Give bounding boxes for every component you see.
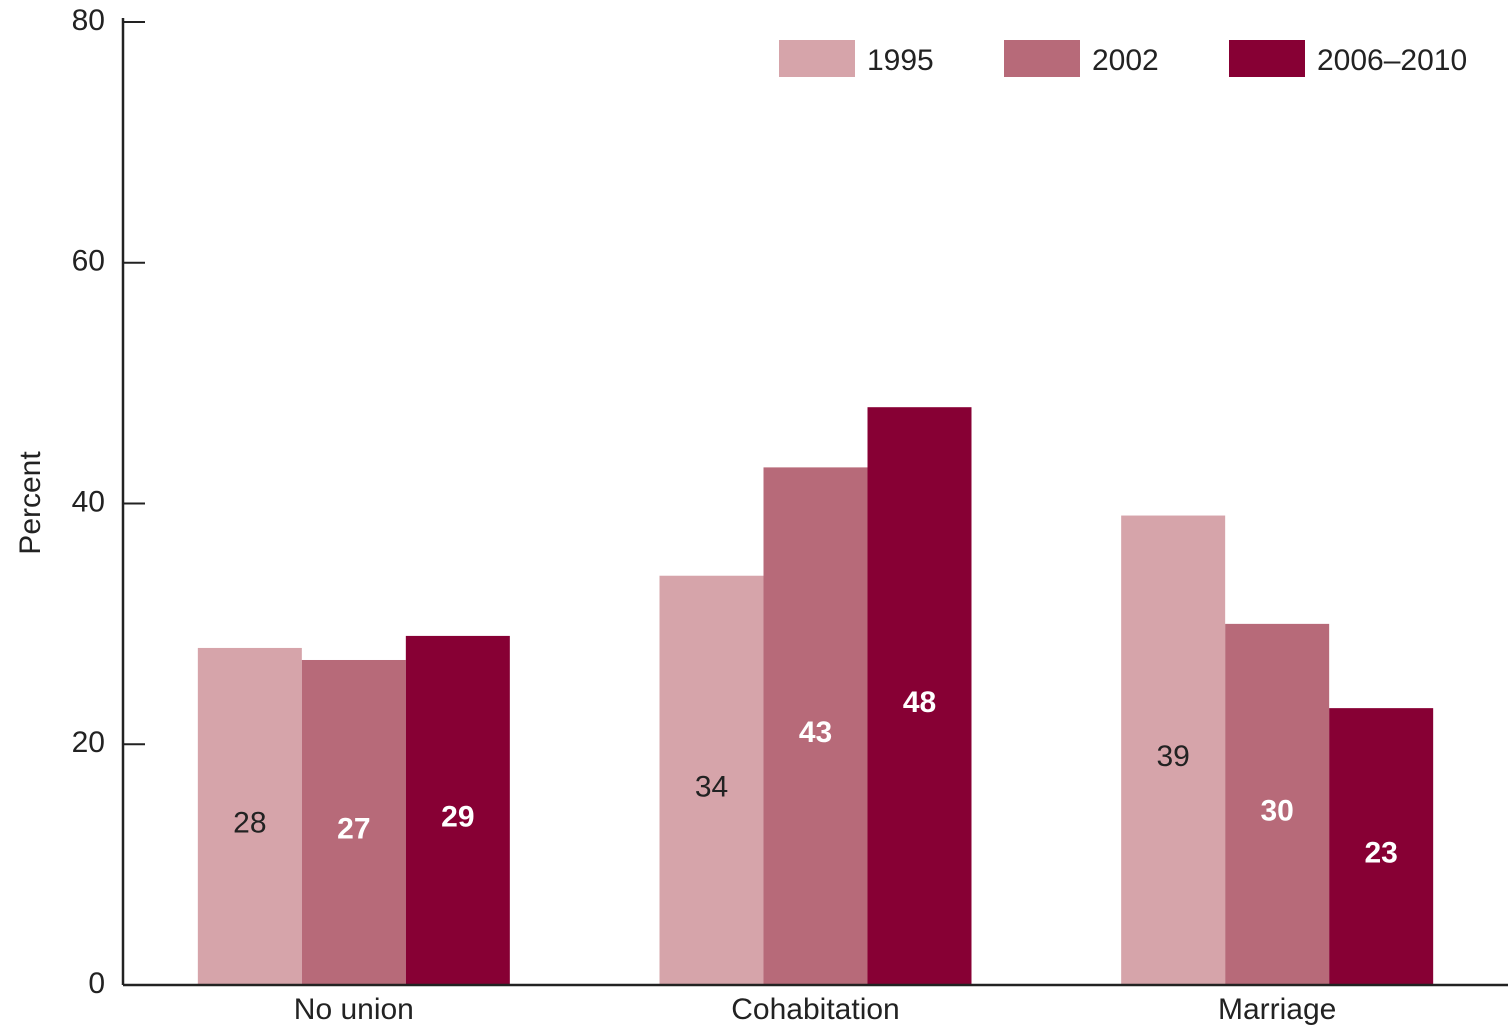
- y-tick-label: 20: [72, 726, 105, 759]
- value-label: 39: [1156, 740, 1189, 773]
- value-label: 23: [1364, 836, 1397, 869]
- value-label: 29: [441, 800, 474, 833]
- y-tick-label: 80: [72, 4, 105, 37]
- legend-swatch: [1229, 40, 1305, 77]
- y-tick-label: 0: [88, 967, 105, 1000]
- x-tick-label: Cohabitation: [731, 993, 899, 1026]
- bar: [1329, 708, 1434, 985]
- x-tick-label: No union: [294, 993, 414, 1026]
- value-label: 30: [1260, 794, 1293, 827]
- bar: [1225, 623, 1330, 985]
- bar: [1121, 515, 1226, 985]
- bar: [405, 635, 510, 985]
- y-axis-label: Percent: [14, 451, 47, 555]
- x-tick-label: Marriage: [1218, 993, 1336, 1026]
- value-label: 34: [695, 770, 728, 803]
- legend-swatch: [779, 40, 855, 77]
- legend-swatch: [1004, 40, 1080, 77]
- y-tick-label: 40: [72, 485, 105, 518]
- value-label: 43: [799, 716, 832, 749]
- legend-label: 2002: [1092, 44, 1159, 77]
- bar: [197, 647, 302, 985]
- value-label: 28: [233, 806, 266, 839]
- bar: [867, 407, 972, 985]
- bar: [763, 467, 868, 985]
- value-label: 27: [337, 812, 370, 845]
- legend-label: 2006–2010: [1317, 44, 1467, 77]
- legend-label: 1995: [867, 44, 934, 77]
- bar: [301, 659, 406, 985]
- y-tick-label: 60: [72, 245, 105, 278]
- bar: [659, 575, 764, 985]
- value-label: 48: [903, 686, 936, 719]
